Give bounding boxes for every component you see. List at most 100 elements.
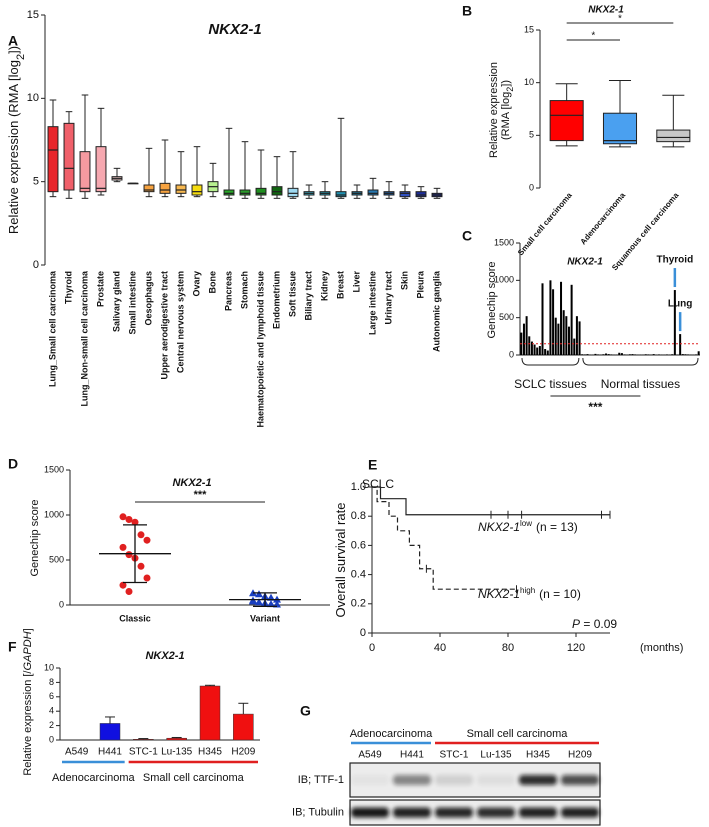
bar [99, 723, 121, 741]
significance-label: *** [588, 400, 602, 414]
y-tick-label: 6 [49, 691, 54, 701]
x-tick-label: Endometrium [271, 271, 281, 329]
x-tick-label: 120 [567, 642, 585, 654]
y-tick-label: 4 [49, 706, 54, 716]
blot-band [561, 775, 599, 785]
bar [560, 281, 563, 355]
y-tick-label: 0 [49, 734, 54, 744]
x-tick-label: Classic [119, 613, 151, 623]
box [95, 146, 107, 193]
bar [594, 353, 597, 355]
blot-band [435, 775, 473, 785]
blot-band [519, 775, 557, 785]
blot-membrane [349, 799, 601, 826]
bar [533, 344, 536, 355]
y-tick-label: 1000 [494, 275, 514, 285]
y-tick-label: 8 [49, 677, 54, 687]
bar [684, 354, 687, 355]
legend-count: (n = 13) [536, 520, 578, 534]
y-tick-label: 10 [44, 662, 54, 672]
row-label: IB; TTF-1 [298, 774, 344, 786]
annotation-part: = 0.09 [580, 617, 617, 631]
survival-curve [372, 486, 610, 516]
significance-label: * [591, 31, 595, 42]
panel-letter: C [462, 228, 472, 244]
point [137, 562, 145, 570]
chart-title: NKX2-1 [172, 477, 211, 489]
y-axis-label: Relative expression [/GAPDH] [22, 628, 34, 775]
blot-band [519, 807, 557, 818]
x-tick-label: 80 [502, 642, 514, 654]
y-axis-label-part: Overall survival rate [333, 503, 348, 618]
x-tick-label: 40 [434, 642, 446, 654]
y-tick-label: 2 [49, 720, 54, 730]
point [143, 574, 151, 582]
blot-band [477, 807, 515, 818]
bar [570, 284, 573, 355]
blot-band [477, 775, 515, 785]
chart-title: NKX2-1 [588, 5, 624, 16]
x-tick-label: Pleura [415, 270, 425, 299]
point [143, 536, 151, 544]
panel-letter: E [368, 457, 377, 473]
y-tick-label: 0 [360, 627, 366, 639]
y-tick-label: 5 [33, 176, 39, 188]
y-tick-label: 0.6 [351, 539, 366, 551]
bar [565, 316, 568, 355]
panel-letter: F [8, 639, 17, 655]
y-tick-label: 1500 [44, 464, 64, 474]
bar [623, 354, 626, 355]
group-label: Small cell carcinoma [143, 772, 245, 784]
bar [628, 354, 631, 355]
group-label: Small cell carcinoma [467, 728, 569, 740]
bar [634, 354, 637, 355]
lane-label: H441 [400, 750, 424, 761]
x-tick-label: Variant [250, 613, 280, 623]
bar [133, 739, 154, 741]
y-tick-label: 0.2 [351, 598, 366, 610]
bar [573, 338, 576, 355]
x-tick-label: Breast [335, 271, 345, 299]
point [119, 513, 127, 521]
point [255, 590, 263, 598]
box [223, 189, 235, 196]
box [549, 100, 584, 142]
significance-label: *** [194, 489, 208, 501]
blot-band [393, 807, 431, 818]
x-tick-label: Salivary gland [111, 271, 121, 332]
x-tick-label: Bone [207, 271, 217, 294]
x-tick-label: Pancreas [223, 271, 233, 311]
y-axis-label-part: Relative expression [/ [22, 670, 34, 776]
legend-level: low [520, 519, 532, 528]
y-axis-label-part: ]) [6, 46, 21, 54]
point [125, 551, 133, 559]
x-tick-label: H441 [98, 747, 122, 758]
y-axis-label-part: Genechip score [486, 261, 498, 338]
bar [631, 354, 634, 355]
point [125, 516, 133, 523]
x-tick-label: A549 [65, 747, 89, 758]
bar [620, 353, 623, 355]
blot-band [561, 807, 599, 818]
y-axis-label-part: Relative expression (RMA [log [6, 60, 21, 234]
box [191, 184, 203, 196]
blot-membrane [349, 762, 601, 798]
x-tick-label: Central nervous system [175, 271, 185, 373]
bar [687, 354, 690, 355]
point [267, 600, 275, 608]
bar [562, 310, 565, 355]
group-label: Adenocarcinoma [350, 728, 433, 740]
bar [657, 354, 660, 355]
x-tick-label: Small intestine [127, 271, 137, 335]
bar [541, 283, 544, 355]
y-axis-label-part: Genechip score [29, 499, 41, 576]
y-tick-label: 0 [509, 349, 514, 359]
x-tick-label: Lung_Non-small cell carcinoma [79, 270, 89, 407]
annotation-part: P [572, 617, 580, 631]
point [255, 598, 263, 606]
legend-gene: NKX2-1 [478, 520, 520, 534]
bar [681, 354, 684, 355]
y-tick-label: 15 [27, 9, 39, 21]
group-bracket [521, 357, 580, 366]
